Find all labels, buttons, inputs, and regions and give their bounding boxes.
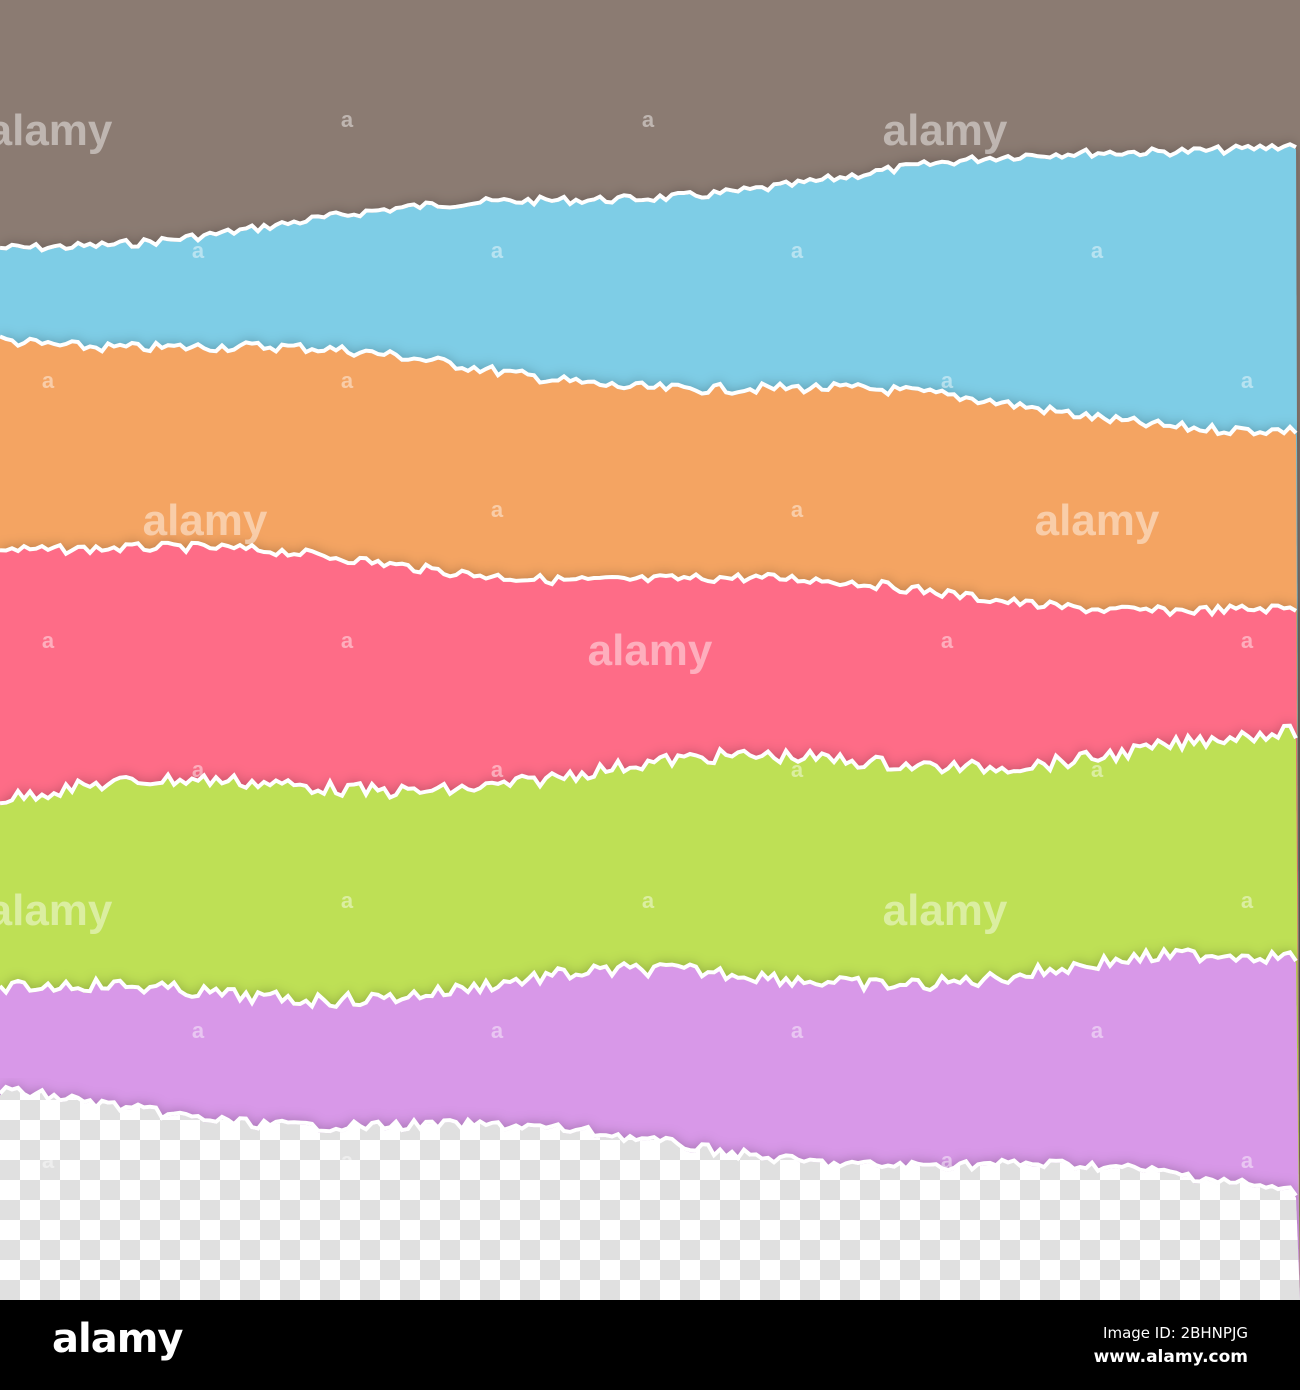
watermark-mark: a bbox=[1091, 1018, 1104, 1043]
watermark-mark: a bbox=[1241, 888, 1254, 913]
watermark-mark: a bbox=[341, 888, 354, 913]
watermark: alamy bbox=[0, 106, 113, 155]
watermark-mark: a bbox=[1091, 238, 1104, 263]
watermark-mark: a bbox=[1241, 628, 1254, 653]
watermark-mark: a bbox=[341, 107, 354, 132]
torn-edge bbox=[0, 142, 1297, 253]
watermark: alamy bbox=[883, 886, 1008, 935]
torn-edge bbox=[0, 334, 1298, 437]
site-url: www.alamy.com bbox=[1093, 1347, 1248, 1367]
watermark: alamy bbox=[143, 496, 268, 545]
watermark-mark: a bbox=[1091, 757, 1104, 782]
watermark-mark: a bbox=[791, 757, 804, 782]
torn-edge bbox=[0, 540, 1297, 618]
watermark-mark: a bbox=[791, 497, 804, 522]
watermark-mark: a bbox=[42, 368, 55, 393]
watermark-mark: a bbox=[42, 628, 55, 653]
watermark-mark: a bbox=[941, 628, 954, 653]
watermark-mark: a bbox=[1241, 1148, 1254, 1173]
watermark-mark: a bbox=[491, 238, 504, 263]
transparent-area bbox=[0, 1089, 1300, 1300]
footer-bar: alamy Image ID: 2BHNPJG www.alamy.com bbox=[0, 1300, 1300, 1390]
watermark-mark: a bbox=[341, 368, 354, 393]
watermark: alamy bbox=[0, 886, 113, 935]
watermark: alamy bbox=[883, 106, 1008, 155]
watermark: alamy bbox=[1035, 496, 1160, 545]
watermark-mark: a bbox=[192, 238, 205, 263]
watermark-mark: a bbox=[192, 1018, 205, 1043]
watermark-mark: a bbox=[491, 757, 504, 782]
watermark-mark: a bbox=[941, 1148, 954, 1173]
torn-edge bbox=[0, 723, 1298, 806]
watermark: alamy bbox=[588, 626, 713, 675]
torn-edge bbox=[0, 945, 1298, 1010]
watermark-mark: a bbox=[341, 628, 354, 653]
watermark-mark: a bbox=[1241, 368, 1254, 393]
watermark-mark: a bbox=[791, 238, 804, 263]
alamy-logo: alamy bbox=[52, 1316, 183, 1362]
watermark-mark: a bbox=[491, 1018, 504, 1043]
watermark-mark: a bbox=[941, 368, 954, 393]
watermark-mark: a bbox=[341, 1148, 354, 1173]
watermark-mark: a bbox=[791, 1018, 804, 1043]
watermark-mark: a bbox=[192, 757, 205, 782]
watermark-mark: a bbox=[642, 888, 655, 913]
watermark-mark: a bbox=[491, 497, 504, 522]
torn-paper-illustration: alamy alamy alamy alamy alamy alamy alamy a a a a a… bbox=[0, 0, 1300, 1300]
watermark-mark: a bbox=[642, 107, 655, 132]
image-id: Image ID: 2BHNPJG bbox=[1103, 1324, 1248, 1342]
watermark-mark: a bbox=[42, 1148, 55, 1173]
torn-edge bbox=[0, 1084, 1298, 1197]
